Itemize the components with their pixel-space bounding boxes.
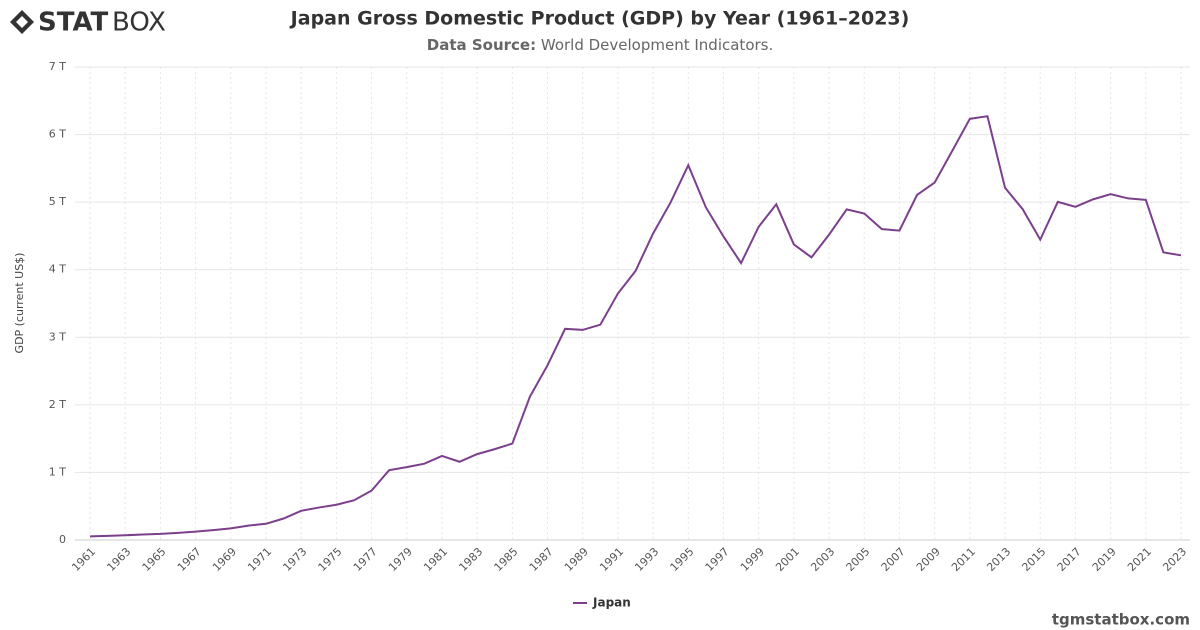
legend-label: Japan — [592, 596, 631, 610]
y-tick-label: 5 T — [49, 195, 66, 208]
x-tick-label: 2005 — [844, 545, 873, 574]
x-tick-label: 1999 — [738, 545, 767, 574]
x-tick-label: 2009 — [914, 545, 943, 574]
x-tick-label: 1969 — [210, 545, 239, 574]
x-tick-label: 2007 — [879, 545, 908, 574]
x-tick-label: 2001 — [773, 545, 802, 574]
y-tick-label: 3 T — [49, 330, 66, 343]
x-tick-label: 1997 — [703, 545, 732, 574]
x-tick-label: 2017 — [1055, 545, 1084, 574]
x-tick-label: 1977 — [351, 545, 380, 574]
source: World Development Indicators. — [541, 36, 773, 54]
x-tick-label: 1965 — [140, 545, 169, 574]
source-label: Data Source: — [427, 36, 536, 54]
x-tick-label: 2021 — [1125, 545, 1154, 574]
x-tick-label: 2019 — [1090, 545, 1119, 574]
x-tick-label: 1995 — [668, 545, 697, 574]
x-tick-label: 1975 — [316, 545, 345, 574]
y-tick-label: 4 T — [49, 263, 66, 276]
y-tick-label: 6 T — [49, 128, 66, 141]
x-tick-label: 2003 — [808, 545, 837, 574]
logo-icon — [10, 10, 34, 34]
x-tick-label: 1979 — [386, 545, 415, 574]
website: tgmstatbox.com — [1052, 611, 1190, 629]
y-axis-label: GDP (current US$) — [13, 253, 26, 354]
subtitle: Data Source: World Development Indicator… — [427, 36, 774, 54]
logo-light: BOX — [112, 8, 166, 38]
x-tick-label: 1963 — [104, 545, 133, 574]
x-tick-label: 1987 — [527, 545, 556, 574]
x-tick-label: 2011 — [949, 545, 978, 574]
x-tick-label: 1961 — [69, 545, 98, 574]
y-tick-label: 2 T — [49, 398, 66, 411]
x-tick-label: 1983 — [456, 545, 485, 574]
x-tick-label: 1991 — [597, 545, 626, 574]
y-tick-label: 7 T — [49, 60, 66, 73]
y-tick-label: 1 T — [49, 465, 66, 478]
line — [89, 115, 1182, 538]
x-tick-label: 1993 — [632, 545, 661, 574]
x-tick-label: 1971 — [245, 545, 274, 574]
x-tick-label: 2015 — [1019, 545, 1048, 574]
logo-bold: STAT — [38, 8, 109, 38]
y-tick-label: 0 — [59, 533, 66, 546]
x-tick-label: 1967 — [175, 545, 204, 574]
x-tick-label: 1973 — [280, 545, 309, 574]
logo: STAT BOX — [10, 8, 166, 38]
x-tick-label: 2013 — [984, 545, 1013, 574]
x-tick-label: 1981 — [421, 545, 450, 574]
x-tick-label: 1989 — [562, 545, 591, 574]
x-tick-label: 2023 — [1160, 545, 1189, 574]
chart-title: Japan Gross Domestic Product (GDP) by Ye… — [289, 8, 910, 30]
x-tick-label: 1985 — [492, 545, 521, 574]
